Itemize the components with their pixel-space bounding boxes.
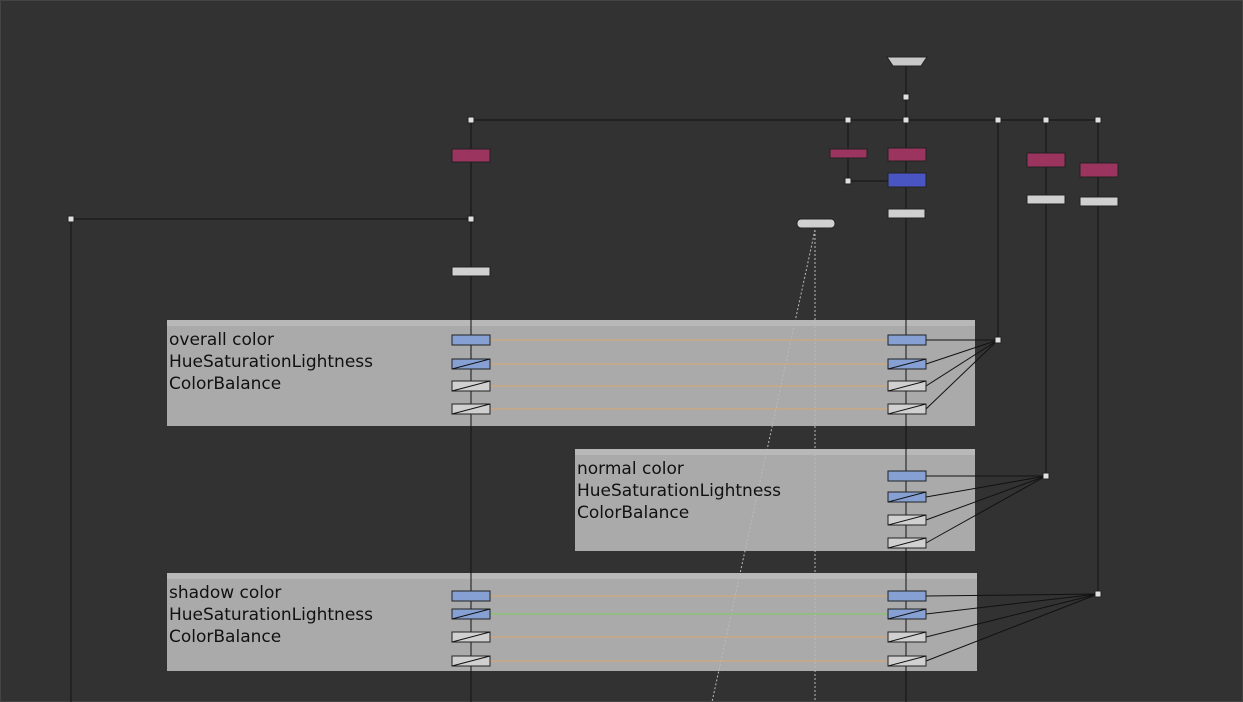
dot-node[interactable] <box>844 177 852 185</box>
mask-input <box>925 339 999 410</box>
dot-node[interactable] <box>467 116 475 124</box>
backdrop[interactable] <box>167 573 977 671</box>
node-mask <box>887 537 927 549</box>
dot-node[interactable] <box>844 116 852 124</box>
dot-node[interactable] <box>1042 116 1050 124</box>
backdrop-header <box>575 449 975 455</box>
node-mask <box>451 655 491 667</box>
mask-input <box>925 339 999 365</box>
backdrop-line: HueSaturationLightness <box>169 352 373 372</box>
node-mask <box>887 514 927 526</box>
backdrop-line: ColorBalance <box>169 374 281 394</box>
node[interactable] <box>796 218 836 229</box>
backdrop-title: normal color <box>577 459 684 479</box>
expression-links <box>711 229 816 702</box>
node[interactable] <box>451 148 491 163</box>
node[interactable] <box>1026 152 1066 168</box>
node[interactable] <box>887 470 927 482</box>
node-mask <box>887 358 927 370</box>
mask-input <box>925 593 1099 597</box>
dot-node[interactable] <box>902 93 910 101</box>
backdrop-line: HueSaturationLightness <box>577 481 781 501</box>
node-mask <box>887 491 927 503</box>
node-mask <box>887 608 927 620</box>
node[interactable] <box>887 172 927 188</box>
dot-node[interactable] <box>67 215 75 223</box>
node-mask <box>451 608 491 620</box>
dot-node[interactable] <box>902 116 910 124</box>
viewer-node[interactable] <box>886 56 928 67</box>
node[interactable] <box>1026 194 1066 205</box>
backdrop-title: overall color <box>169 330 274 350</box>
mask-input <box>925 593 1099 662</box>
node[interactable] <box>451 266 491 277</box>
node-mask <box>451 631 491 643</box>
backdrop-header <box>167 320 975 326</box>
mask-input <box>925 475 1047 498</box>
mask-input <box>925 339 999 387</box>
dotted-link <box>711 229 816 702</box>
mask-input <box>925 593 1099 615</box>
backdrop-line: HueSaturationLightness <box>169 605 373 625</box>
node[interactable] <box>829 148 868 159</box>
node[interactable] <box>1079 196 1119 207</box>
node[interactable] <box>451 590 491 602</box>
dot-node[interactable] <box>1094 590 1102 598</box>
dot-node[interactable] <box>994 336 1002 344</box>
dot-node[interactable] <box>1094 116 1102 124</box>
backdrop-line: ColorBalance <box>577 503 689 523</box>
nodes <box>451 56 1119 277</box>
node[interactable] <box>887 334 927 346</box>
backdrop-line: ColorBalance <box>169 627 281 647</box>
node-mask <box>451 358 491 370</box>
node[interactable] <box>887 590 927 602</box>
node-mask <box>451 380 491 392</box>
node-mask <box>887 403 927 415</box>
node-mask <box>451 403 491 415</box>
dot-node[interactable] <box>467 215 475 223</box>
dot-node[interactable] <box>994 116 1002 124</box>
node-mask <box>887 655 927 667</box>
backdrop-title: shadow color <box>169 583 281 603</box>
node[interactable] <box>887 208 926 219</box>
mask-input <box>925 475 1047 521</box>
mask-input <box>925 593 1099 638</box>
node[interactable] <box>887 147 927 162</box>
backdrop[interactable] <box>167 320 975 426</box>
node-mask <box>887 631 927 643</box>
dot-node[interactable] <box>1042 472 1050 480</box>
node[interactable] <box>1079 162 1119 178</box>
backdrop-header <box>167 573 977 579</box>
node[interactable] <box>451 334 491 346</box>
mask-input <box>925 475 1047 544</box>
node-mask <box>887 380 927 392</box>
